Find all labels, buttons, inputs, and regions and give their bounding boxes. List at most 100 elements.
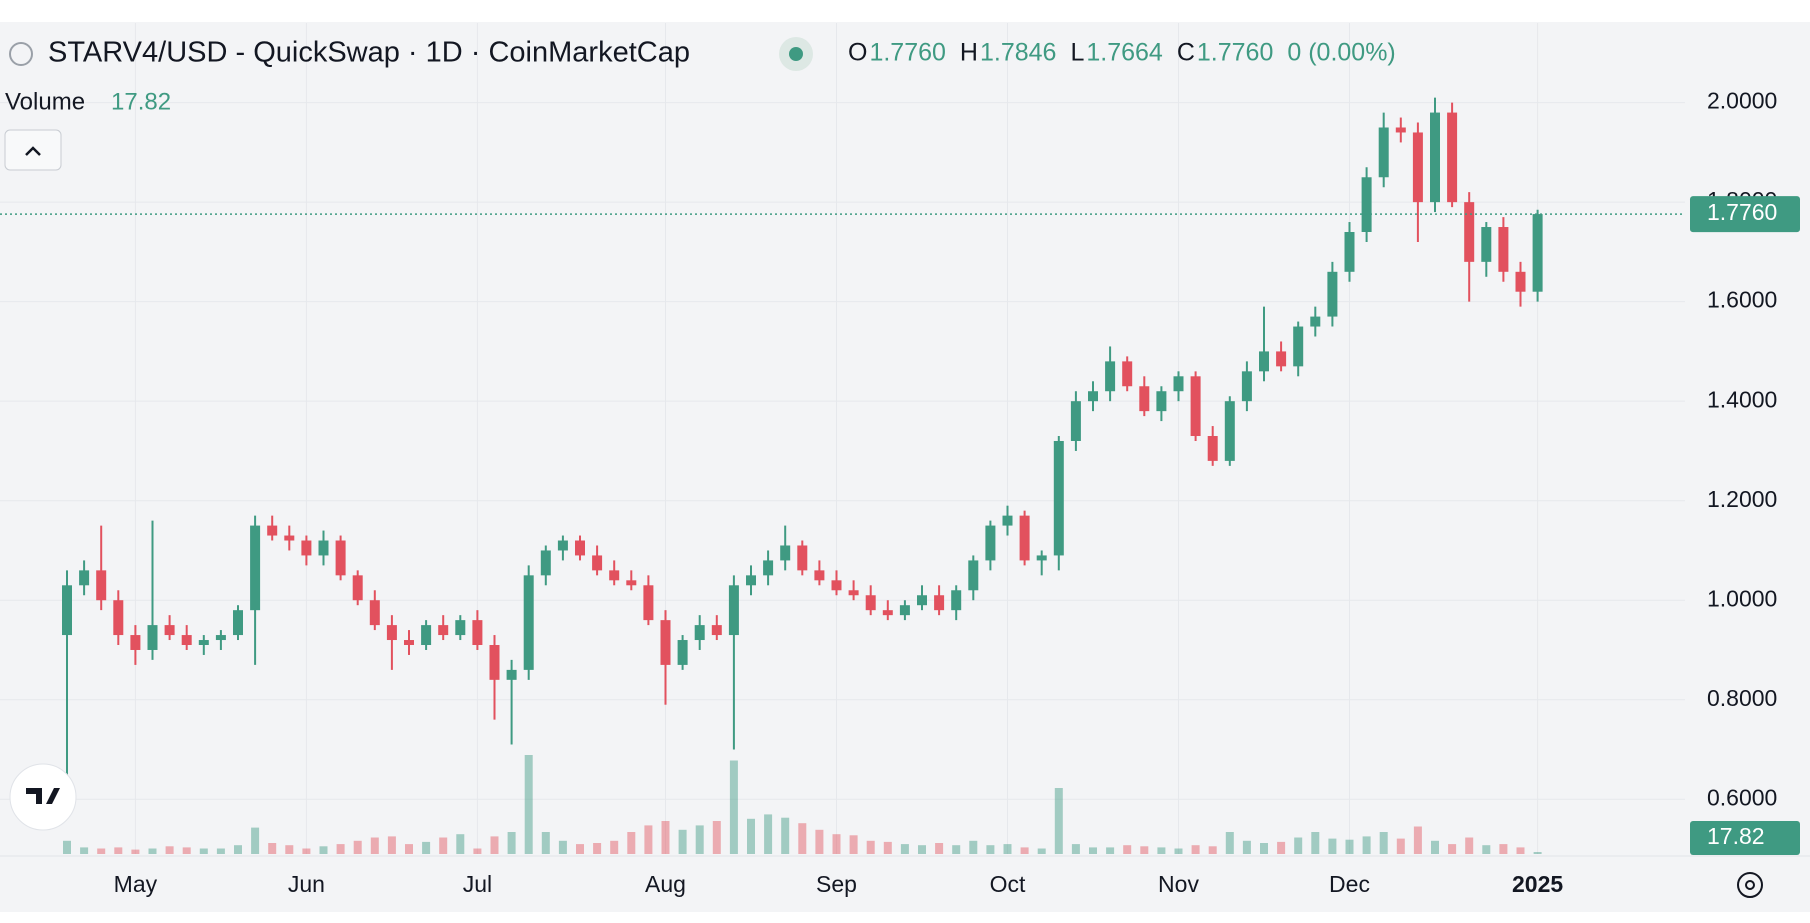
volume-bar bbox=[490, 836, 499, 854]
volume-bar bbox=[456, 834, 465, 854]
ohlc-value: 1.7760 bbox=[869, 39, 945, 67]
candle-body bbox=[780, 545, 791, 561]
volume-bar bbox=[661, 821, 670, 854]
candle-body bbox=[1430, 112, 1440, 203]
candle-body bbox=[181, 635, 192, 646]
plot: 1.7760 17.82 bbox=[0, 97, 1800, 855]
chevron-icon bbox=[25, 146, 41, 156]
candle-body bbox=[267, 525, 278, 536]
candle-body bbox=[882, 610, 893, 616]
volume-bar bbox=[302, 848, 311, 854]
volume-bar bbox=[986, 845, 995, 854]
volume-bar bbox=[849, 835, 858, 854]
candle-body bbox=[831, 580, 842, 591]
volume-bar bbox=[883, 841, 892, 854]
volume-bar bbox=[268, 843, 277, 854]
candle-body bbox=[438, 625, 449, 636]
volume-bar bbox=[678, 829, 687, 854]
volume-bar bbox=[952, 845, 961, 854]
candle-body bbox=[814, 570, 825, 581]
volume-bar bbox=[1020, 847, 1029, 854]
volume-bar bbox=[473, 848, 482, 854]
x-tick-label: Oct bbox=[990, 871, 1026, 897]
candle-body bbox=[250, 525, 261, 611]
last-price-label: 1.7760 bbox=[1707, 199, 1777, 225]
ohlc-value: 1.7846 bbox=[980, 39, 1056, 67]
candle-body bbox=[386, 625, 397, 641]
volume-bar bbox=[353, 840, 362, 854]
candle-body bbox=[1139, 386, 1150, 412]
ohlc-key: O bbox=[848, 39, 867, 67]
volume-bar bbox=[781, 817, 790, 854]
volume-bar bbox=[900, 844, 909, 854]
volume-bar bbox=[1106, 847, 1115, 854]
candle-body bbox=[1464, 202, 1475, 262]
volume-bar bbox=[798, 823, 807, 854]
candle-body bbox=[301, 540, 312, 556]
ohlc-value: 1.7760 bbox=[1197, 39, 1273, 67]
volume-bar bbox=[1140, 846, 1149, 854]
volume-bar bbox=[422, 841, 431, 854]
candle-body bbox=[318, 540, 329, 556]
volume-bar bbox=[1174, 848, 1183, 854]
volume-bar bbox=[558, 840, 567, 854]
volume-bar bbox=[251, 827, 260, 854]
candle-body bbox=[489, 645, 500, 680]
candle-body bbox=[746, 575, 756, 586]
candle-body bbox=[660, 620, 671, 665]
symbol-icon bbox=[9, 42, 33, 66]
volume-bar bbox=[285, 845, 294, 854]
volume-bar bbox=[1362, 836, 1371, 854]
ohlc-key: C bbox=[1177, 39, 1195, 67]
volume-bar bbox=[815, 829, 824, 854]
volume-bar bbox=[593, 843, 602, 854]
candle-body bbox=[575, 540, 585, 556]
candle-body bbox=[1019, 515, 1030, 561]
y-tick-label: 1.6000 bbox=[1707, 287, 1777, 313]
volume-bar bbox=[832, 834, 841, 854]
candle-body bbox=[1378, 127, 1389, 178]
volume-bar bbox=[234, 845, 242, 854]
candle-body bbox=[1207, 436, 1218, 461]
candle-body bbox=[352, 575, 363, 601]
candle-body bbox=[1395, 127, 1406, 133]
candle-body bbox=[1293, 326, 1304, 367]
y-tick-label: 0.6000 bbox=[1707, 784, 1777, 810]
candle-body bbox=[728, 585, 739, 636]
volume-bar bbox=[1089, 847, 1097, 854]
candle-body bbox=[540, 550, 551, 576]
collapse-button[interactable] bbox=[4, 129, 62, 171]
volume-bar bbox=[1448, 844, 1457, 854]
candle-body bbox=[1276, 351, 1287, 367]
candle-body bbox=[626, 580, 637, 586]
volume-bar bbox=[1054, 788, 1063, 854]
volume-bar bbox=[1413, 826, 1422, 854]
candle-body bbox=[284, 535, 295, 541]
volume-bar bbox=[336, 844, 345, 854]
ohlc-header: O 1.7760 H 1.7846 L 1.7664 C 1.7760 0 (0.00%) bbox=[848, 39, 1396, 67]
volume-bar bbox=[747, 818, 755, 854]
x-tick-label: Jun bbox=[288, 871, 325, 897]
candle-body bbox=[1447, 112, 1458, 203]
x-tick-label: Nov bbox=[1158, 871, 1199, 897]
y-tick-label: 2.0000 bbox=[1707, 88, 1777, 114]
candle-body bbox=[1070, 401, 1081, 441]
volume-bar bbox=[644, 825, 653, 854]
volume-bar bbox=[114, 847, 123, 854]
grid: 0.60000.80001.00001.20001.40001.60001.80… bbox=[0, 23, 1777, 897]
ohlc-key: H bbox=[960, 39, 978, 67]
volume-bar bbox=[1242, 840, 1251, 854]
settings-icon[interactable] bbox=[1737, 872, 1763, 898]
candle-body bbox=[1105, 361, 1116, 392]
x-tick-label: Jul bbox=[463, 871, 492, 897]
volume-bar bbox=[576, 844, 584, 854]
candle-body bbox=[79, 570, 90, 586]
candle-body bbox=[1481, 227, 1492, 262]
candle-body bbox=[455, 620, 466, 636]
candle-body bbox=[1259, 351, 1269, 372]
volume-bar bbox=[63, 840, 71, 854]
volume-bar bbox=[165, 846, 174, 854]
y-tick-label: 1.4000 bbox=[1707, 386, 1777, 412]
candle-body bbox=[369, 600, 380, 626]
volume-bar bbox=[524, 755, 533, 854]
